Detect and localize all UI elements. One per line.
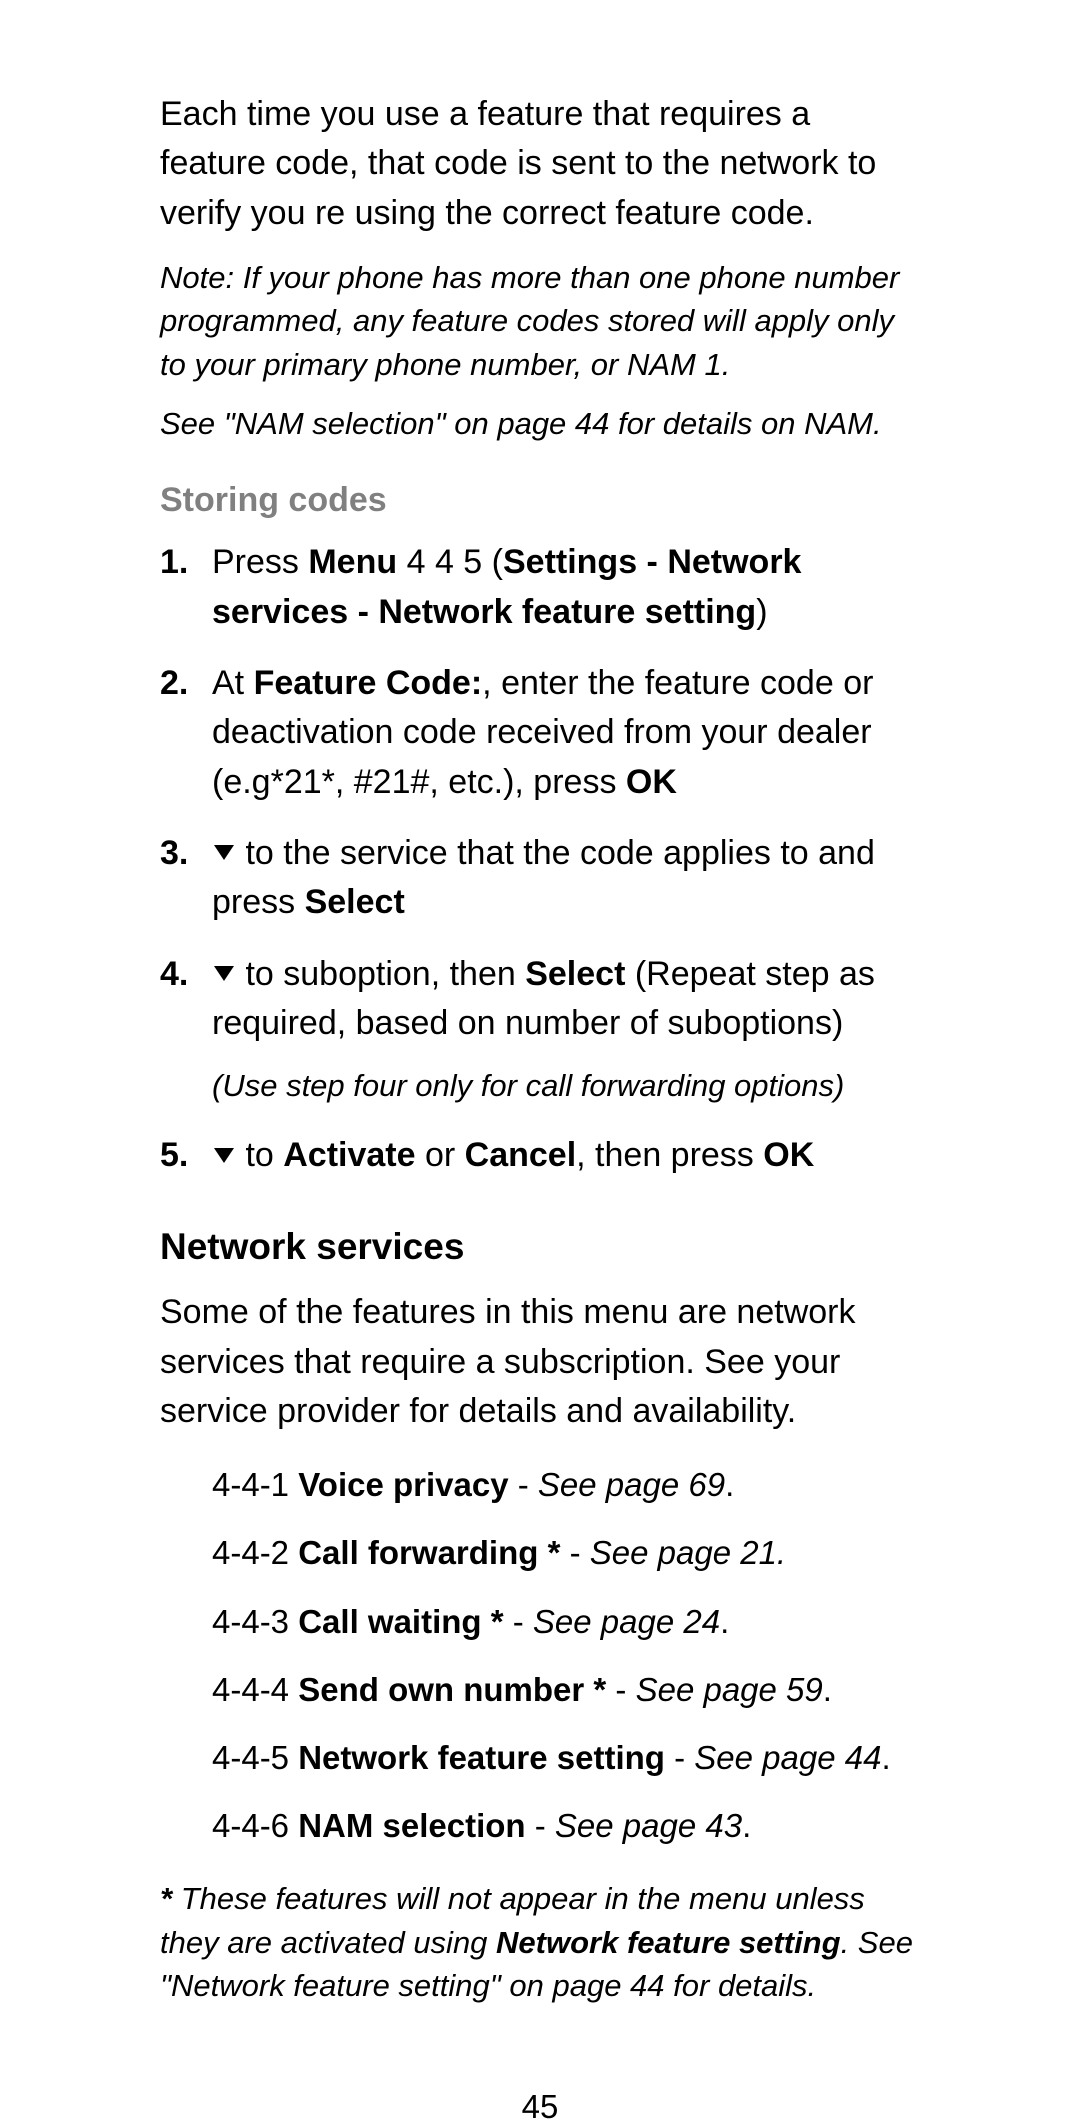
step-body: to suboption, then Select (Repeat step a… xyxy=(212,950,920,1110)
page-ref: See page 44 xyxy=(694,1739,881,1776)
text: or xyxy=(416,1136,465,1174)
dash: - xyxy=(560,1534,589,1571)
heading-network-services: Network services xyxy=(160,1226,920,1268)
footnote-nfs: Network feature setting xyxy=(496,1925,841,1960)
menu-list: 4-4-1 Voice privacy - See page 69. 4-4-2… xyxy=(160,1462,920,1849)
menu-item-call-waiting: 4-4-3 Call waiting * - See page 24. xyxy=(212,1599,920,1645)
step-4: 4. to suboption, then Select (Repeat ste… xyxy=(160,950,920,1110)
down-arrow-icon xyxy=(214,966,234,981)
step-2: 2. At Feature Code:, enter the feature c… xyxy=(160,659,920,807)
step-body: to the service that the code applies to … xyxy=(212,829,920,928)
intro-paragraph: Each time you use a feature that require… xyxy=(160,90,920,238)
dot: . xyxy=(725,1466,734,1503)
menu-code: 4-4-3 xyxy=(212,1603,298,1640)
dash: - xyxy=(509,1466,538,1503)
step-number: 5. xyxy=(160,1131,212,1180)
down-arrow-icon xyxy=(214,1148,234,1163)
menu-name: Call forwarding * xyxy=(298,1534,560,1571)
page-ref: See page 59 xyxy=(636,1671,823,1708)
menu-name: Network feature setting xyxy=(298,1739,665,1776)
dash: - xyxy=(526,1807,555,1844)
dot: . xyxy=(823,1671,832,1708)
menu-code: 4-4-2 xyxy=(212,1534,298,1571)
text: to xyxy=(236,1136,283,1174)
menu-item-nam-selection: 4-4-6 NAM selection - See page 43. xyxy=(212,1803,920,1849)
step-3: 3. to the service that the code applies … xyxy=(160,829,920,928)
page-number: 45 xyxy=(160,2088,920,2126)
activate-label: Activate xyxy=(283,1136,415,1174)
menu-code: 4-4-1 xyxy=(212,1466,298,1503)
ok-label: OK xyxy=(763,1136,814,1174)
menu-item-send-own-number: 4-4-4 Send own number * - See page 59. xyxy=(212,1667,920,1713)
select-label: Select xyxy=(525,955,625,993)
menu-code: 4-4-6 xyxy=(212,1807,298,1844)
text: At xyxy=(212,664,254,702)
menu-item-call-forwarding: 4-4-2 Call forwarding * - See page 21. xyxy=(212,1530,920,1576)
page-ref: See page 69 xyxy=(538,1466,725,1503)
cancel-label: Cancel xyxy=(465,1136,577,1174)
down-arrow-icon xyxy=(214,845,234,860)
note-paragraph-1: Note: If your phone has more than one ph… xyxy=(160,256,920,386)
step-note: (Use step four only for call forwarding … xyxy=(212,1064,920,1109)
step-number: 2. xyxy=(160,659,212,807)
menu-code: 4-4-4 xyxy=(212,1671,298,1708)
dot: . xyxy=(881,1739,890,1776)
text: to suboption, then xyxy=(236,955,525,993)
menu-label: Menu xyxy=(308,543,397,581)
steps-list: 1. Press Menu 4 4 5 (Settings - Network … xyxy=(160,538,920,1180)
page-ref: See page 24 xyxy=(533,1603,720,1640)
step-number: 3. xyxy=(160,829,212,928)
text: 4 4 5 ( xyxy=(397,543,503,581)
page-ref: See page 43 xyxy=(555,1807,742,1844)
step-1: 1. Press Menu 4 4 5 (Settings - Network … xyxy=(160,538,920,637)
text: , then press xyxy=(576,1136,763,1174)
menu-code: 4-4-5 xyxy=(212,1739,298,1776)
menu-item-voice-privacy: 4-4-1 Voice privacy - See page 69. xyxy=(212,1462,920,1508)
network-paragraph: Some of the features in this menu are ne… xyxy=(160,1288,920,1436)
text: ) xyxy=(756,593,767,631)
dot: . xyxy=(720,1603,729,1640)
step-body: Press Menu 4 4 5 (Settings - Network ser… xyxy=(212,538,920,637)
select-label: Select xyxy=(305,883,405,921)
dash: - xyxy=(606,1671,635,1708)
feature-code-label: Feature Code: xyxy=(254,664,483,702)
step-number: 4. xyxy=(160,950,212,1110)
step-number: 1. xyxy=(160,538,212,637)
text: Press xyxy=(212,543,308,581)
menu-name: NAM selection xyxy=(298,1807,525,1844)
page-content: Each time you use a feature that require… xyxy=(160,90,920,2126)
step-body: to Activate or Cancel, then press OK xyxy=(212,1131,920,1180)
dash: - xyxy=(504,1603,533,1640)
menu-name: Call waiting * xyxy=(298,1603,503,1640)
footnote-star: * xyxy=(160,1881,181,1916)
menu-name: Send own number * xyxy=(298,1671,606,1708)
note-paragraph-2: See "NAM selection" on page 44 for detai… xyxy=(160,402,920,445)
dot: . xyxy=(742,1807,751,1844)
ok-label: OK xyxy=(626,763,677,801)
heading-storing-codes: Storing codes xyxy=(160,481,920,520)
step-5: 5. to Activate or Cancel, then press OK xyxy=(160,1131,920,1180)
step-body: At Feature Code:, enter the feature code… xyxy=(212,659,920,807)
menu-name: Voice privacy xyxy=(298,1466,508,1503)
footnote: * These features will not appear in the … xyxy=(160,1877,920,2007)
dash: - xyxy=(665,1739,694,1776)
menu-item-network-feature-setting: 4-4-5 Network feature setting - See page… xyxy=(212,1735,920,1781)
page-ref: See page 21. xyxy=(590,1534,786,1571)
